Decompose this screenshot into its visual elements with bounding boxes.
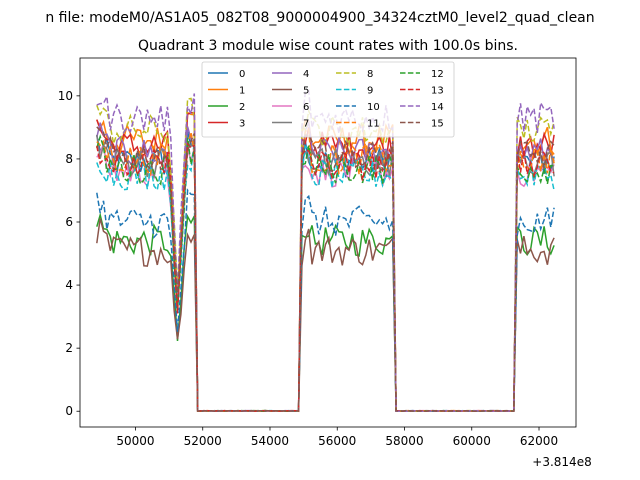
- legend-label-10: 10: [367, 102, 380, 113]
- legend-label-13: 13: [431, 86, 444, 97]
- legend-label-6: 6: [303, 102, 309, 113]
- y-tick-label: 0: [65, 404, 73, 418]
- legend-label-3: 3: [239, 119, 245, 130]
- series-lines: [96, 89, 555, 413]
- figure-suptitle: n file: modeM0/AS1A05_082T08_9000004900_…: [45, 10, 594, 26]
- axes-frame: [79, 57, 577, 428]
- legend-label-5: 5: [303, 86, 309, 97]
- legend-label-11: 11: [367, 119, 380, 130]
- y-tick-label: 2: [65, 341, 73, 355]
- legend-label-14: 14: [431, 102, 444, 113]
- y-tick-label: 8: [65, 152, 73, 166]
- x-tick-label: 54000: [251, 434, 289, 448]
- y-axis: 0 2 4 6 8 10: [58, 89, 80, 418]
- legend-label-15: 15: [431, 119, 444, 130]
- legend-label-4: 4: [303, 69, 309, 80]
- legend-label-7: 7: [303, 119, 309, 130]
- x-axis-offset-label: +3.814e8: [532, 455, 591, 469]
- y-tick-label: 4: [65, 278, 73, 292]
- series-line-15: [96, 126, 555, 412]
- x-tick-label: 56000: [318, 434, 356, 448]
- legend-label-9: 9: [367, 86, 373, 97]
- x-tick-label: 58000: [385, 434, 423, 448]
- x-tick-label: 62000: [520, 434, 558, 448]
- legend-box: [201, 61, 455, 138]
- legend-label-0: 0: [239, 69, 245, 80]
- legend-label-1: 1: [239, 86, 245, 97]
- legend-label-12: 12: [431, 69, 444, 80]
- legend-label-8: 8: [367, 69, 373, 80]
- y-tick-label: 6: [65, 215, 73, 229]
- x-tick-label: 52000: [184, 434, 222, 448]
- plot-frame: [79, 57, 577, 428]
- chart-title: Quadrant 3 module wise count rates with …: [138, 38, 518, 54]
- x-tick-label: 50000: [116, 434, 154, 448]
- legend-label-2: 2: [239, 102, 245, 113]
- x-tick-label: 60000: [453, 434, 491, 448]
- y-tick-label: 10: [58, 89, 73, 103]
- x-axis: 50000 52000 54000 56000 58000 60000 62000: [116, 427, 558, 448]
